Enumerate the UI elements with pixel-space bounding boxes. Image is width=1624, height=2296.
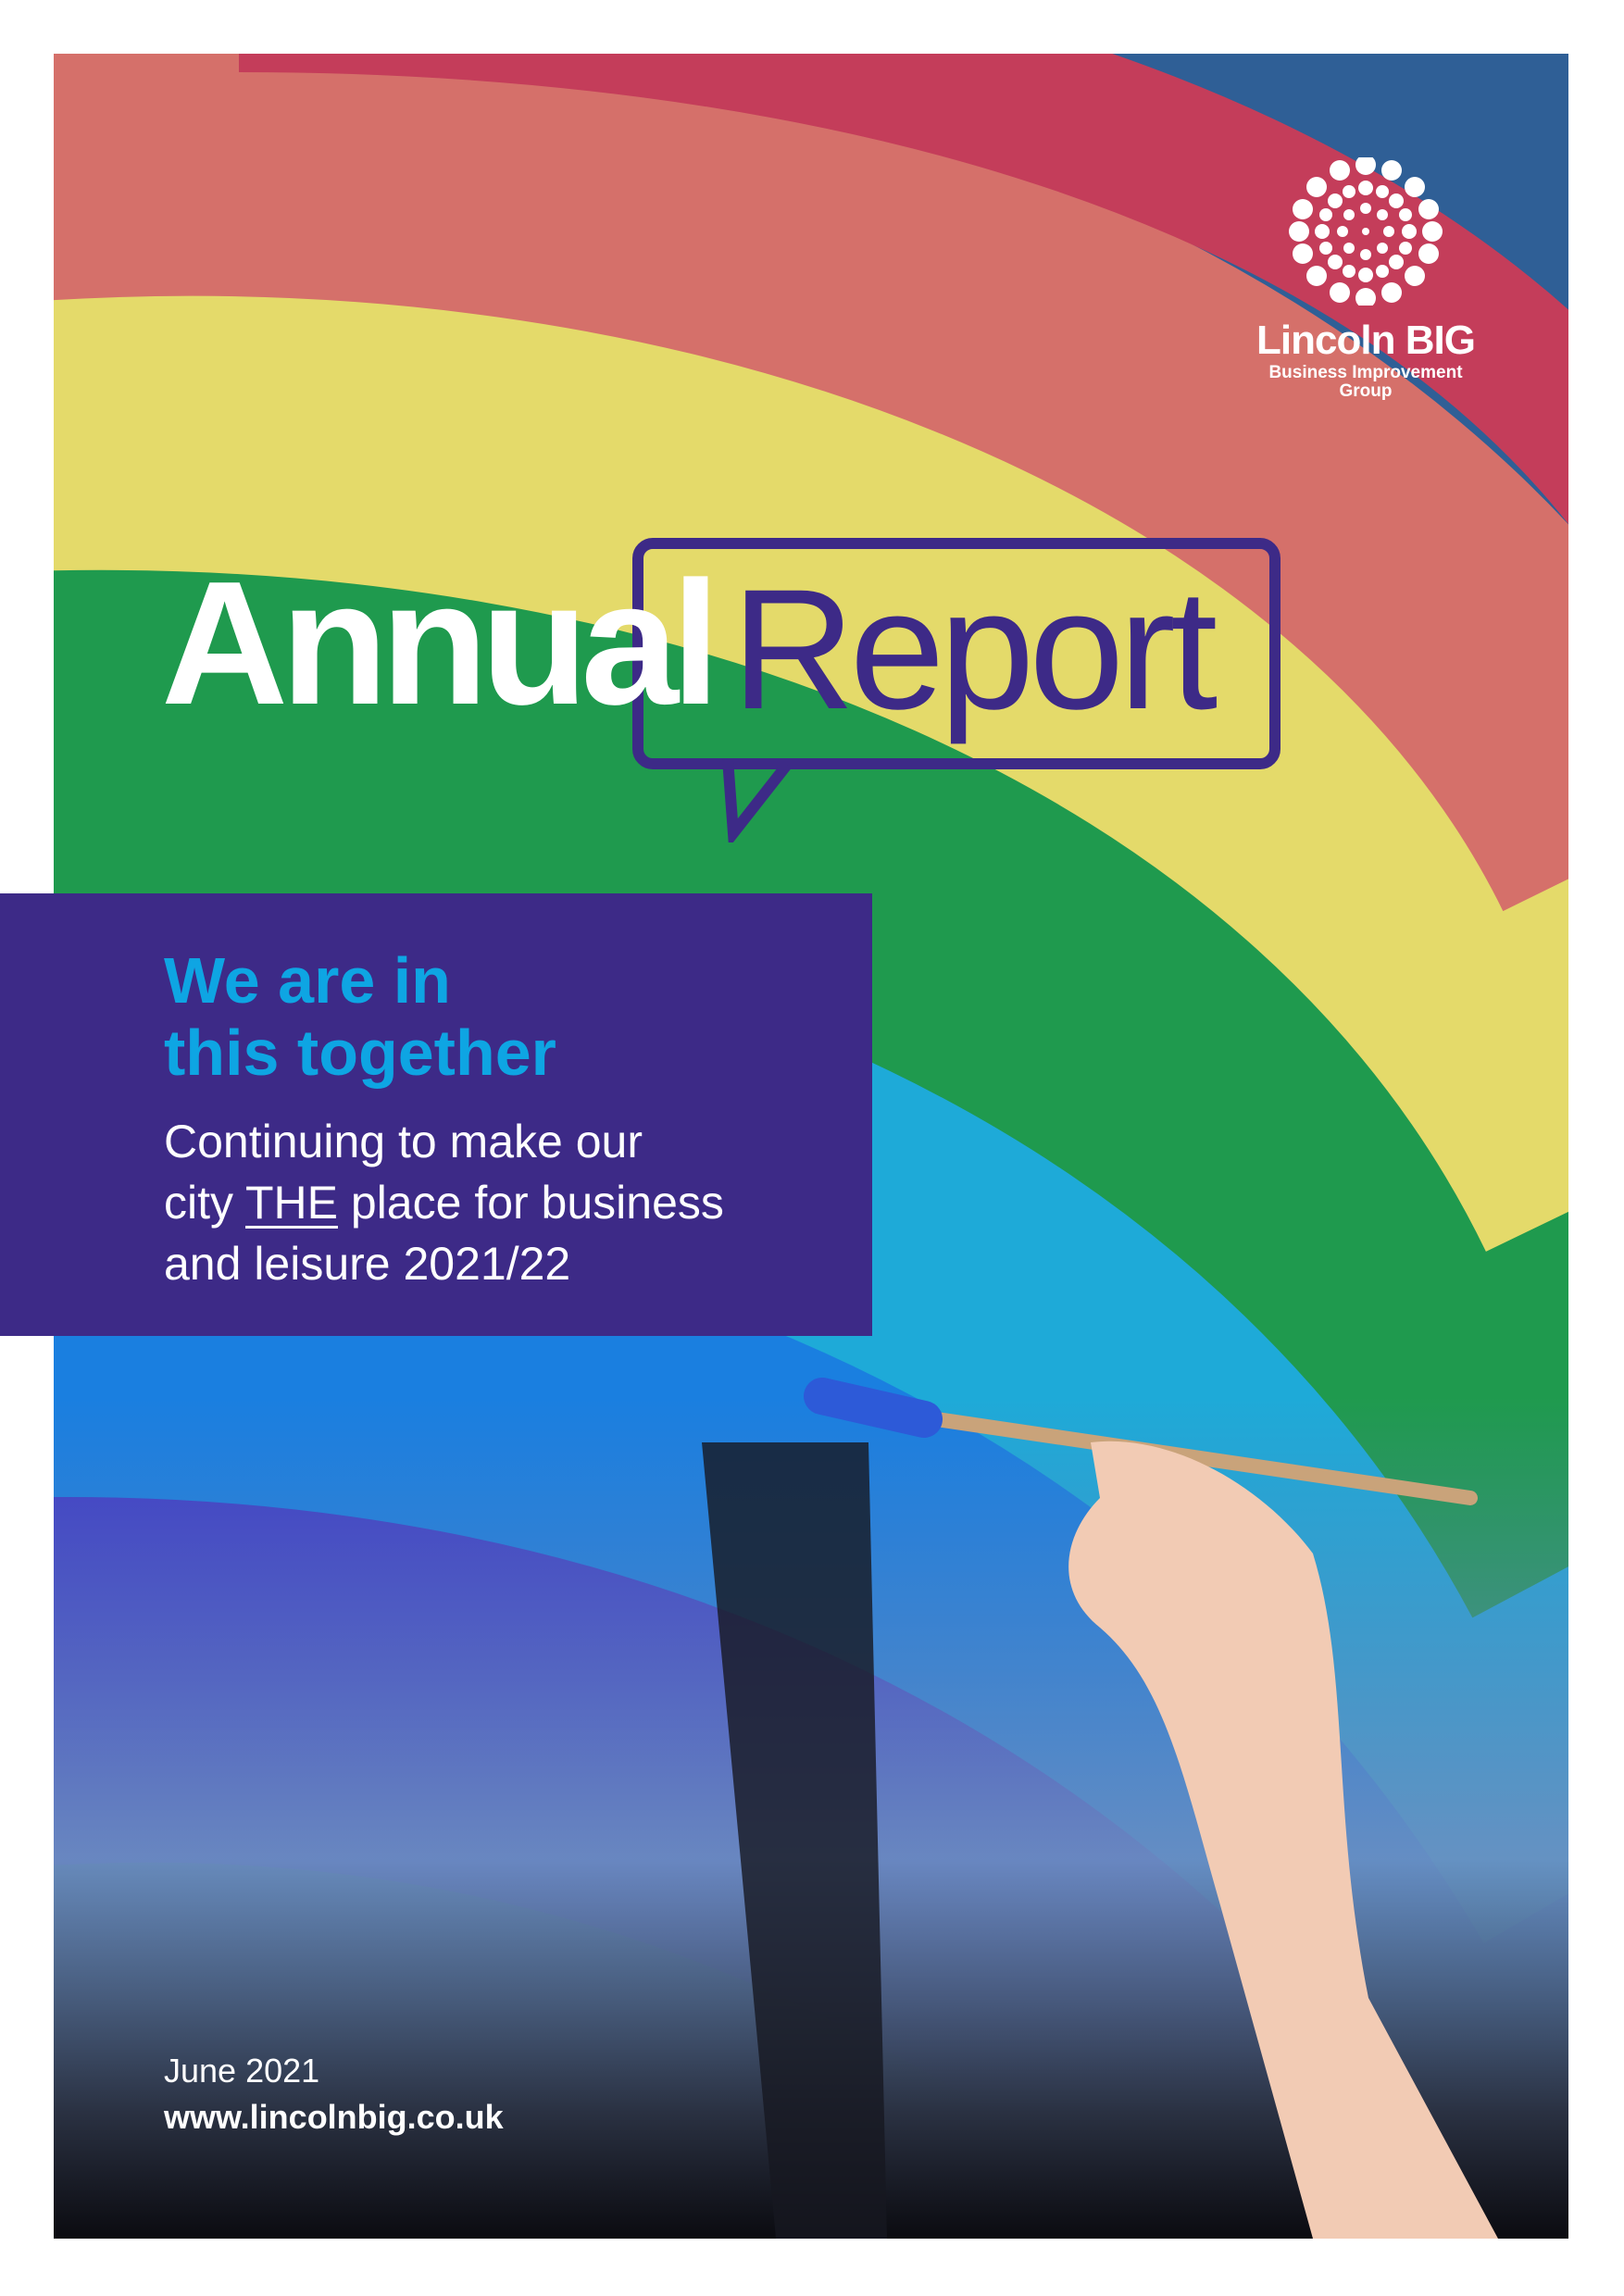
subtitle: Continuing to make our city THE place fo… bbox=[164, 1111, 724, 1294]
tagline-panel: We are in this together Continuing to ma… bbox=[0, 893, 872, 1336]
headline: We are in this together bbox=[164, 944, 556, 1089]
lincoln-big-logo: Lincoln BIG Business Improvement Group bbox=[1231, 155, 1500, 401]
subtitle-line3: and leisure 2021/22 bbox=[164, 1238, 571, 1290]
subtitle-line1: Continuing to make our bbox=[164, 1116, 643, 1167]
paintbrush-handle bbox=[898, 1407, 1478, 1505]
logo-name: Lincoln BIG bbox=[1256, 318, 1476, 363]
speech-bubble-frame bbox=[632, 538, 1280, 769]
title-annual: Annual bbox=[161, 545, 720, 742]
speech-bubble-tail bbox=[722, 759, 792, 842]
subtitle-line2-post: place for business bbox=[338, 1177, 724, 1229]
dot-circle-logo-icon bbox=[1289, 155, 1443, 308]
subtitle-line2: city THE place for business bbox=[164, 1172, 724, 1233]
logo-subtitle-line2: Group bbox=[1339, 381, 1393, 401]
title-report: Report bbox=[731, 555, 1218, 745]
hand bbox=[1068, 1441, 1498, 2239]
subtitle-line2-pre: city bbox=[164, 1177, 245, 1229]
subtitle-emphasis: THE bbox=[245, 1177, 338, 1229]
publication-date: June 2021 bbox=[164, 2052, 320, 2090]
website-url[interactable]: www.lincolnbig.co.uk bbox=[164, 2098, 504, 2136]
headline-line2: this together bbox=[164, 1017, 556, 1089]
headline-line1: We are in bbox=[164, 944, 451, 1017]
paintbrush-bristles bbox=[804, 1378, 943, 1438]
logo-subtitle-line1: Business Improvement bbox=[1268, 363, 1463, 382]
